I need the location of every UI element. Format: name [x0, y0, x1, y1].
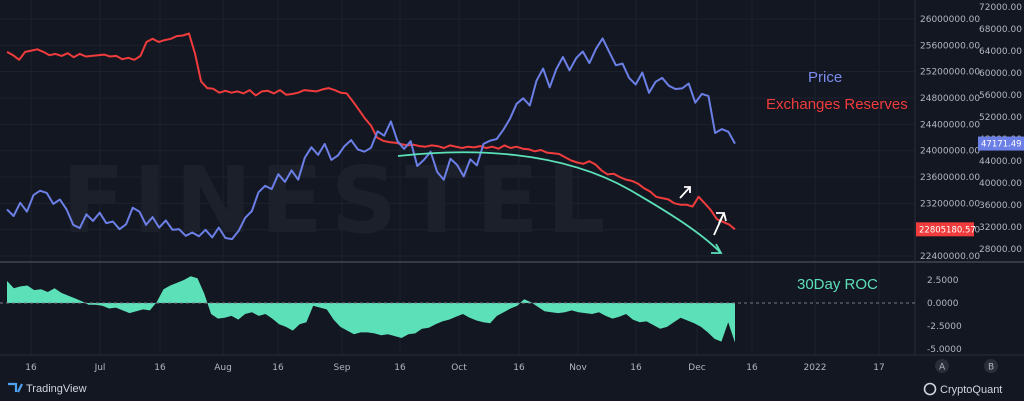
left-axis-tick: 23600000.00 — [920, 173, 980, 183]
axis-mode-b-label: B — [988, 363, 994, 373]
right-axis-tick: 56000.00 — [979, 91, 1022, 101]
reserves-line — [6, 32, 736, 231]
left-axis-tick: 26000000.00 — [920, 15, 980, 25]
time-axis-tick: 16 — [394, 363, 406, 373]
trend-curve-arrowhead — [711, 243, 723, 254]
right-axis-tick: 72000.00 — [979, 3, 1022, 13]
roc-axis-tick: -2.5000 — [927, 322, 962, 332]
trend-curve-arrow — [397, 151, 721, 253]
rebound-arrow-1 — [679, 186, 691, 199]
tradingview-label: TradingView — [26, 383, 87, 395]
axis-mode-button-b[interactable]: B — [984, 359, 998, 373]
time-axis-tick: 16 — [154, 363, 166, 373]
tradingview-logo[interactable]: TradingView — [8, 382, 87, 395]
time-axis-tick: 16 — [25, 363, 37, 373]
time-axis-tick: 2022 — [804, 363, 827, 373]
right-axis-tick: 60000.00 — [979, 69, 1022, 79]
time-axis-tick: 17 — [873, 363, 884, 373]
left-axis-tick: 25600000.00 — [920, 41, 980, 51]
time-axis-tick: Dec — [688, 363, 705, 373]
price-last-value: 47171.49 — [981, 140, 1022, 150]
rebound-arrow-2 — [713, 212, 727, 236]
plot-area — [0, 32, 915, 343]
time-axis-tick: Jul — [94, 363, 106, 373]
legend-roc: 30Day ROC — [797, 276, 878, 293]
left-axis-tick: 24800000.00 — [920, 94, 980, 104]
legend-reserves: Exchanges Reserves — [766, 96, 908, 113]
roc-axis-tick: 2.5000 — [927, 276, 959, 286]
left-axis-tick: 25200000.00 — [920, 68, 980, 78]
tradingview-icon — [8, 382, 23, 393]
reserves-last-tag — [916, 222, 974, 237]
left-axis-tick: 22400000.00 — [920, 252, 980, 262]
time-axis-tick: Sep — [334, 363, 351, 373]
time-axis-tick: 16 — [513, 363, 525, 373]
roc-axis-tick: 0.0000 — [927, 299, 959, 309]
time-axis-tick: Oct — [451, 363, 467, 373]
cryptoquant-logo: CryptoQuant — [923, 382, 1002, 396]
watermark-text: FINESTEL — [62, 147, 613, 254]
cryptoquant-icon — [923, 382, 937, 396]
right-axis-tick: 64000.00 — [979, 47, 1022, 57]
cryptoquant-label: CryptoQuant — [940, 384, 1002, 396]
price-line — [6, 37, 736, 241]
right-axis-tick: 32000.00 — [979, 223, 1022, 233]
time-axis-tick: Aug — [214, 363, 232, 373]
time-axis-tick: 16 — [630, 363, 642, 373]
chart-grid — [0, 0, 1024, 356]
legend-price: Price — [808, 69, 842, 86]
right-axis-tick: 44000.00 — [979, 157, 1022, 167]
reserves-last-value: 22805180.57 — [919, 225, 976, 235]
right-axis-tick: 68000.00 — [979, 25, 1022, 35]
axis-mode-a-label: A — [939, 363, 946, 373]
axes: 26000000.00 25600000.00 25200000.00 2480000… — [25, 3, 1024, 373]
time-axis-tick: 16 — [272, 363, 284, 373]
roc-axis-tick: -5.0000 — [927, 345, 962, 355]
time-axis-tick: Nov — [569, 363, 587, 373]
footer: TradingView CryptoQuant A B — [8, 359, 1002, 396]
annotations — [397, 151, 727, 254]
right-axis-tick: 36000.00 — [979, 201, 1022, 211]
roc-area — [7, 276, 735, 343]
left-axis-tick: 24400000.00 — [920, 120, 980, 130]
price-last-tag — [978, 136, 1024, 151]
right-axis-tick: 40000.00 — [979, 179, 1022, 189]
axis-mode-button-a[interactable]: A — [935, 359, 949, 373]
right-axis-tick: 52000.00 — [979, 113, 1022, 123]
time-axis-tick: 16 — [746, 363, 758, 373]
right-axis-tick: 28000.00 — [979, 245, 1022, 255]
left-axis-tick: 24000000.00 — [920, 147, 980, 157]
left-axis-tick: 23200000.00 — [920, 199, 980, 209]
